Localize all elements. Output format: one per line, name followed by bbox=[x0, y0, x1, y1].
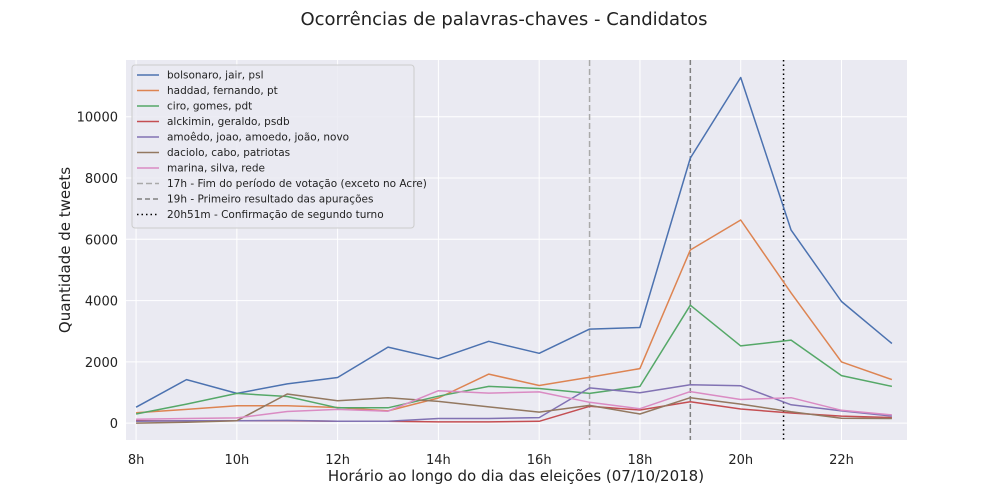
legend-entry: alckimin, geraldo, psdb bbox=[167, 116, 290, 128]
legend-entry: bolsonaro, jair, psl bbox=[167, 70, 264, 82]
y-tick-label: 10000 bbox=[77, 111, 118, 126]
legend-frame bbox=[131, 64, 415, 229]
x-tick-label: 20h bbox=[728, 453, 753, 468]
legend-entry: haddad, fernando, pt bbox=[167, 85, 278, 97]
y-axis-label: Quantidade de tweets bbox=[56, 167, 74, 333]
legend: bolsonaro, jair, psl haddad, fernando, pt… bbox=[131, 64, 427, 229]
series-line bbox=[135, 304, 893, 415]
x-tick-label: 10h bbox=[224, 453, 249, 468]
series-line bbox=[135, 76, 893, 408]
series-lines bbox=[135, 76, 893, 424]
series-line bbox=[136, 219, 893, 414]
x-tick-label: 22h bbox=[829, 453, 854, 468]
legend-entry: 20h51m - Confirmação de segundo turno bbox=[167, 209, 384, 221]
x-axis-label: Horário ao longo do dia das eleições (07… bbox=[328, 467, 704, 485]
x-tick-label: 16h bbox=[527, 453, 552, 468]
y-tick-label: 4000 bbox=[85, 295, 118, 310]
y-tick-label: 6000 bbox=[85, 233, 118, 248]
x-tick-label: 14h bbox=[426, 453, 451, 468]
legend-entry: daciolo, cabo, patriotas bbox=[167, 147, 290, 159]
legend-entry: 17h - Fim do período de votação (exceto … bbox=[167, 178, 427, 190]
chart-title: Ocorrências de palavras-chaves - Candida… bbox=[300, 9, 707, 30]
series-line bbox=[136, 384, 892, 423]
y-tick-label: 0 bbox=[110, 417, 118, 432]
legend-entry: amoêdo, joao, amoedo, joão, novo bbox=[167, 132, 349, 144]
y-axis-ticks: 0 2000 4000 6000 8000 10000 bbox=[77, 111, 118, 432]
x-axis-ticks: 8h 10h 12h 14h 16h 18h 20h 22h bbox=[128, 453, 854, 468]
series-line bbox=[136, 393, 892, 424]
x-tick-label: 18h bbox=[628, 453, 653, 468]
y-tick-label: 8000 bbox=[85, 172, 118, 187]
legend-entry: ciro, gomes, pdt bbox=[167, 101, 252, 113]
legend-entry: marina, silva, rede bbox=[167, 163, 265, 175]
series-line bbox=[136, 389, 892, 420]
x-tick-label: 8h bbox=[128, 453, 145, 468]
y-tick-label: 2000 bbox=[85, 356, 118, 371]
legend-entry: 19h - Primeiro resultado das apurações bbox=[167, 194, 373, 206]
x-tick-label: 12h bbox=[325, 453, 350, 468]
